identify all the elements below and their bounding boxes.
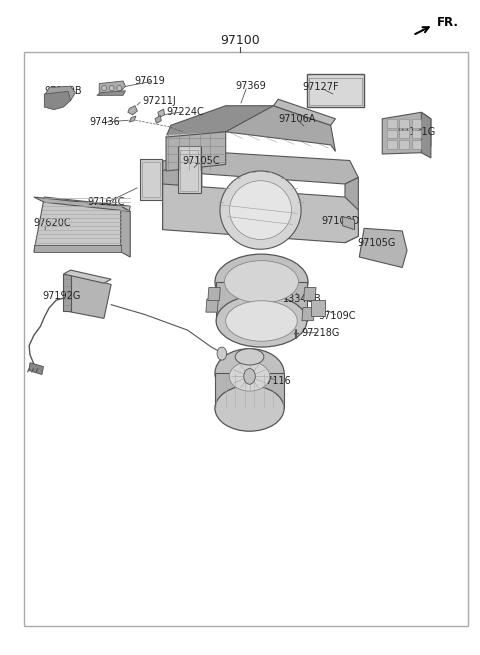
Polygon shape	[155, 115, 161, 123]
Text: FR.: FR.	[437, 16, 458, 29]
Ellipse shape	[225, 261, 299, 303]
Text: 1334GB: 1334GB	[283, 295, 322, 305]
Ellipse shape	[220, 171, 301, 250]
Text: 97127F: 97127F	[302, 83, 339, 92]
Polygon shape	[44, 92, 71, 109]
Polygon shape	[343, 217, 355, 230]
Text: 97192G: 97192G	[42, 291, 80, 301]
Polygon shape	[97, 91, 125, 96]
Polygon shape	[208, 288, 220, 301]
Polygon shape	[166, 132, 226, 171]
Polygon shape	[216, 282, 307, 321]
FancyBboxPatch shape	[399, 140, 409, 149]
Ellipse shape	[102, 86, 107, 91]
Ellipse shape	[117, 86, 121, 91]
Polygon shape	[302, 308, 314, 321]
Text: 97436: 97436	[90, 117, 120, 127]
Ellipse shape	[215, 254, 308, 310]
Text: 97620C: 97620C	[34, 218, 72, 228]
Polygon shape	[226, 105, 336, 151]
Text: 97131G: 97131G	[397, 127, 436, 137]
Polygon shape	[215, 373, 284, 408]
FancyBboxPatch shape	[311, 300, 325, 316]
Ellipse shape	[109, 86, 114, 91]
FancyBboxPatch shape	[387, 130, 396, 138]
Text: 97269B: 97269B	[44, 86, 82, 96]
Polygon shape	[34, 246, 120, 252]
Polygon shape	[360, 229, 407, 267]
FancyBboxPatch shape	[412, 130, 421, 138]
Text: 97100: 97100	[220, 34, 260, 47]
Polygon shape	[163, 151, 359, 184]
Polygon shape	[34, 197, 130, 252]
Polygon shape	[382, 112, 431, 154]
Text: 97105C: 97105C	[183, 156, 220, 166]
FancyBboxPatch shape	[399, 130, 409, 138]
Text: 97164C: 97164C	[87, 197, 125, 207]
Polygon shape	[120, 206, 130, 257]
Text: 97224C: 97224C	[166, 107, 204, 117]
Ellipse shape	[216, 295, 307, 347]
Polygon shape	[99, 81, 125, 96]
FancyBboxPatch shape	[178, 146, 201, 193]
Polygon shape	[163, 184, 359, 243]
Text: 97218G: 97218G	[301, 328, 339, 338]
Polygon shape	[128, 105, 137, 115]
Text: 97211J: 97211J	[142, 96, 176, 105]
Text: 97116: 97116	[260, 376, 291, 386]
Text: 97105G: 97105G	[357, 238, 396, 248]
Polygon shape	[63, 274, 111, 318]
FancyBboxPatch shape	[412, 119, 421, 128]
Polygon shape	[166, 105, 274, 137]
Ellipse shape	[235, 348, 264, 365]
Ellipse shape	[226, 301, 297, 341]
Text: 97109C: 97109C	[319, 310, 356, 321]
Polygon shape	[63, 270, 111, 283]
Circle shape	[244, 369, 255, 384]
Polygon shape	[345, 178, 359, 243]
Polygon shape	[163, 151, 202, 230]
FancyBboxPatch shape	[140, 159, 162, 200]
Polygon shape	[166, 105, 274, 137]
Polygon shape	[63, 274, 71, 310]
FancyBboxPatch shape	[399, 119, 409, 128]
Polygon shape	[29, 363, 43, 375]
FancyBboxPatch shape	[387, 119, 396, 128]
Polygon shape	[421, 112, 431, 158]
Polygon shape	[34, 197, 130, 212]
Ellipse shape	[215, 348, 284, 398]
FancyBboxPatch shape	[307, 75, 364, 107]
Text: 97369: 97369	[235, 81, 266, 91]
Polygon shape	[274, 99, 336, 125]
Text: 97109D: 97109D	[321, 215, 360, 225]
FancyBboxPatch shape	[412, 140, 421, 149]
Polygon shape	[304, 288, 316, 301]
Polygon shape	[129, 116, 136, 122]
Circle shape	[217, 347, 227, 360]
Polygon shape	[206, 299, 218, 312]
Text: 97106A: 97106A	[278, 114, 315, 124]
Polygon shape	[158, 109, 165, 117]
Ellipse shape	[229, 362, 270, 391]
Ellipse shape	[229, 181, 291, 240]
FancyBboxPatch shape	[387, 140, 396, 149]
Polygon shape	[44, 86, 75, 104]
Text: 97619: 97619	[134, 76, 165, 86]
Ellipse shape	[215, 386, 284, 431]
FancyBboxPatch shape	[24, 52, 468, 626]
